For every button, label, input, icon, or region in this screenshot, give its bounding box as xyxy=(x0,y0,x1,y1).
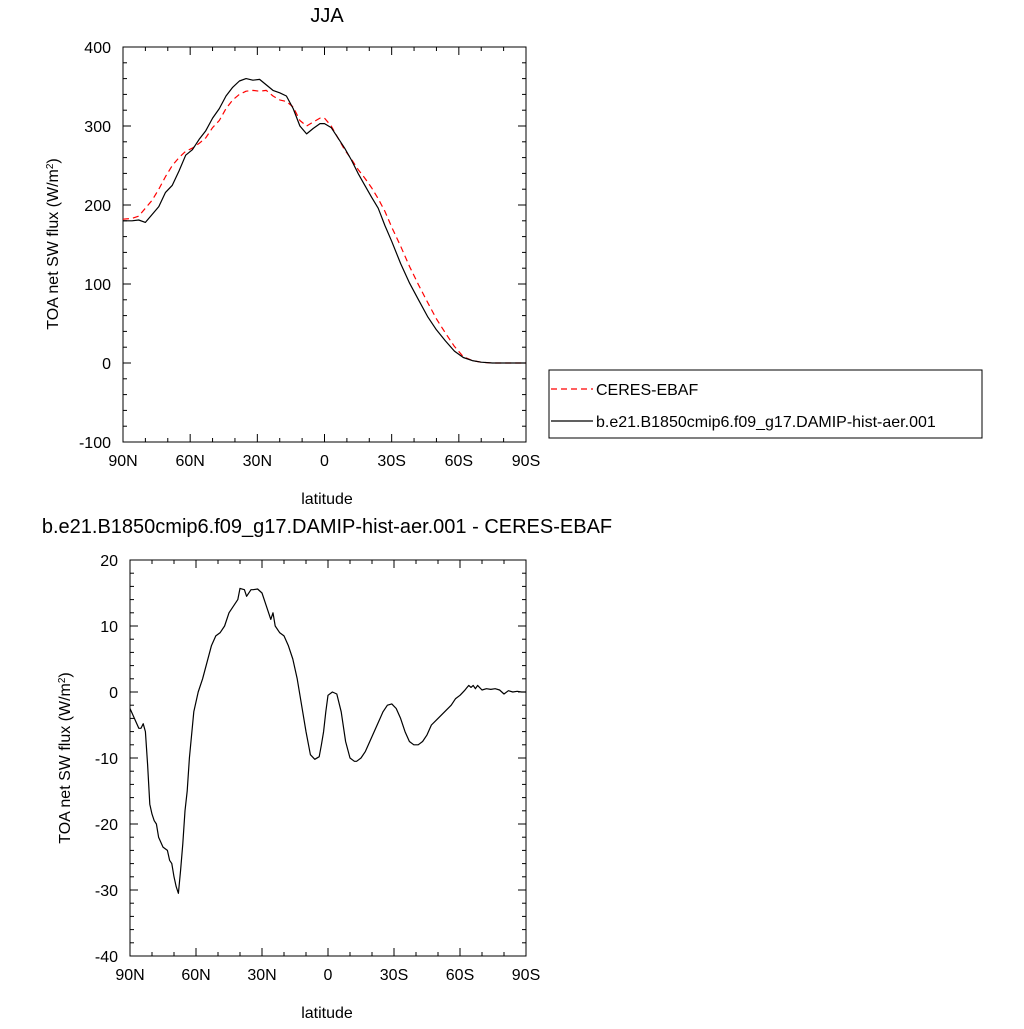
chart-bottom-ticks: 90N 60N 30N 0 30S 60S 90S -40 -30 -20 -10 0 10 20 xyxy=(95,553,540,984)
chart-top-title: JJA xyxy=(310,5,344,27)
x-tick-label: 60N xyxy=(175,453,204,470)
x-tick-label: 90N xyxy=(108,453,137,470)
chart-top-plot-frame xyxy=(122,46,527,443)
chart-top-ylabel: TOA net SW flux (W/m2) xyxy=(45,158,63,330)
legend-label-ceres: CERES-EBAF xyxy=(596,382,698,399)
y-tick-label: -10 xyxy=(95,751,118,768)
y-tick-label: 300 xyxy=(84,119,111,136)
x-tick-label: 30N xyxy=(243,453,272,470)
series-line-1-0 xyxy=(129,587,526,894)
chart-bottom: b.e21.B1850cmip6.f09_g17.DAMIP-hist-aer.… xyxy=(42,516,612,1022)
chart-bottom-ylabel: TOA net SW flux (W/m2) xyxy=(57,672,75,844)
x-tick-label: 30N xyxy=(247,967,276,984)
y-tick-label: 10 xyxy=(100,619,118,636)
chart-bottom-series xyxy=(129,587,526,894)
y-tick-label: 0 xyxy=(109,685,118,702)
legend: CERES-EBAF b.e21.B1850cmip6.f09_g17.DAMI… xyxy=(548,369,983,439)
series-line-0-0 xyxy=(122,89,526,364)
y-tick-label: -30 xyxy=(95,883,118,900)
chart-top-series xyxy=(122,77,526,364)
x-tick-label: 30S xyxy=(380,967,408,984)
chart-bottom-title: b.e21.B1850cmip6.f09_g17.DAMIP-hist-aer.… xyxy=(42,516,612,538)
x-tick-label: 90S xyxy=(512,453,540,470)
y-tick-label: -20 xyxy=(95,817,118,834)
y-tick-label: 400 xyxy=(84,40,111,57)
x-tick-label: 0 xyxy=(324,967,333,984)
x-tick-label: 0 xyxy=(320,453,329,470)
chart-top-xlabel: latitude xyxy=(301,491,353,508)
y-tick-label: -40 xyxy=(95,949,118,966)
legend-label-model: b.e21.B1850cmip6.f09_g17.DAMIP-hist-aer.… xyxy=(596,414,936,431)
x-tick-label: 30S xyxy=(377,453,405,470)
y-tick-label: -100 xyxy=(79,435,111,452)
x-tick-label: 90S xyxy=(512,967,540,984)
y-tick-label: 200 xyxy=(84,198,111,215)
x-tick-label: 60S xyxy=(446,967,474,984)
chart-top-ticks: 90N 60N 30N 0 30S 60S 90S -100 0 100 200 300 400 xyxy=(79,40,540,470)
y-tick-label: 20 xyxy=(100,553,118,570)
x-tick-label: 60S xyxy=(445,453,473,470)
y-tick-label: 100 xyxy=(84,277,111,294)
x-tick-label: 90N xyxy=(115,967,144,984)
chart-bottom-xlabel: latitude xyxy=(301,1005,353,1022)
chart-top: JJA 90N 60N 30N 0 30S 60S 90S -100 0 100 200 300 400… xyxy=(45,5,541,508)
x-tick-label: 60N xyxy=(181,967,210,984)
legend-box xyxy=(548,369,983,439)
y-tick-label: 0 xyxy=(102,356,111,373)
series-line-0-1 xyxy=(123,77,526,364)
